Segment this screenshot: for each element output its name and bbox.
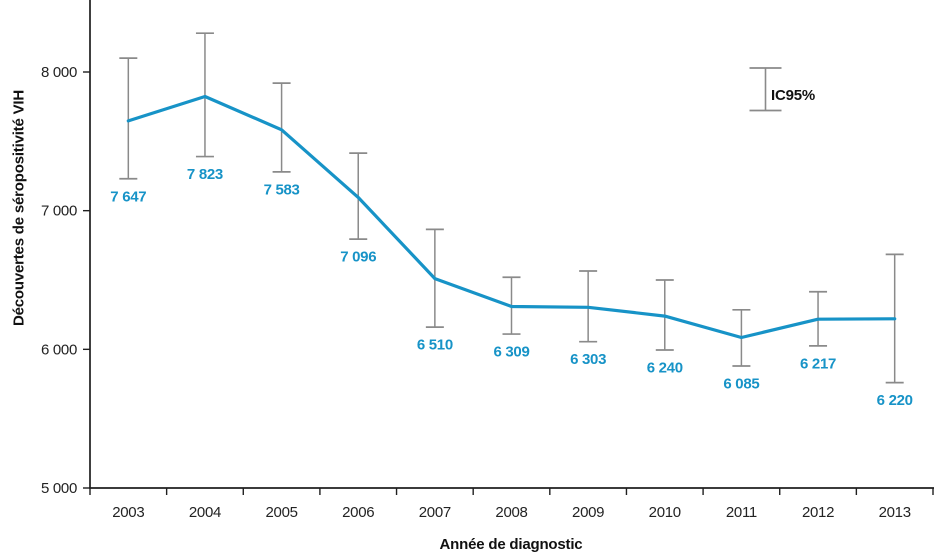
y-tick-label: 6 000	[41, 341, 77, 358]
x-tick-label: 2013	[879, 504, 911, 521]
data-point-label: 6 309	[493, 344, 529, 361]
data-point-label: 6 240	[647, 360, 683, 377]
series-line	[126, 94, 897, 340]
x-tick-label: 2006	[342, 504, 374, 521]
data-point-label: 7 583	[264, 181, 300, 198]
y-tick-label: 8 000	[41, 64, 77, 81]
x-tick-label: 2009	[572, 504, 604, 521]
x-tick-label: 2012	[802, 504, 834, 521]
data-point-label: 6 217	[800, 355, 836, 372]
x-tick-label: 2007	[419, 504, 451, 521]
y-tick-label: 5 000	[41, 480, 77, 497]
data-point-label: 7 647	[110, 188, 146, 205]
error-bar	[119, 57, 138, 180]
x-tick-label: 2003	[112, 504, 144, 521]
error-bar	[195, 32, 214, 158]
legend-label: IC95%	[771, 87, 816, 104]
legend: IC95%	[748, 66, 858, 114]
data-point-label: 6 303	[570, 351, 606, 368]
error-bar	[272, 82, 291, 173]
data-point-label: 7 096	[340, 249, 376, 266]
y-axis-title: Découvertes de séropositivité VIH	[10, 90, 28, 326]
y-tick-label: 7 000	[41, 203, 77, 220]
x-tick-label: 2010	[649, 504, 681, 521]
x-tick-label: 2008	[495, 504, 527, 521]
x-axis-title: Année de diagnostic	[439, 536, 583, 553]
data-point-label: 7 823	[187, 166, 223, 183]
x-tick-label: 2004	[189, 504, 221, 521]
x-tick-label: 2011	[726, 504, 757, 521]
data-point-label: 6 085	[723, 375, 759, 392]
confidence-interval-glyph-icon	[749, 67, 782, 112]
data-point-label: 6 220	[877, 392, 913, 409]
data-point-label: 6 510	[417, 337, 453, 354]
x-tick-label: 2005	[266, 504, 298, 521]
